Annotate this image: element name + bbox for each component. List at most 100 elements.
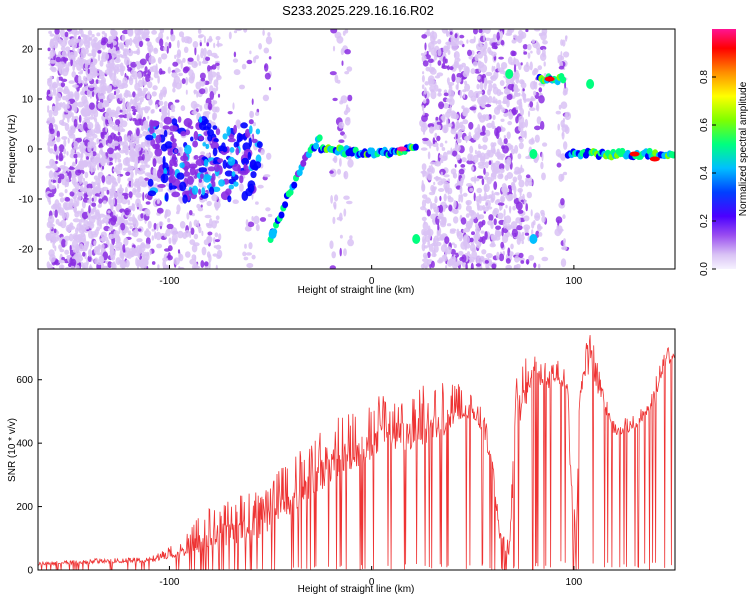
spectrogram-speckle xyxy=(456,72,463,79)
spectrogram-speckle xyxy=(58,259,65,264)
spectrogram-speckle xyxy=(217,93,221,98)
spectrogram-speckle xyxy=(527,110,531,118)
spectrogram-speckle xyxy=(333,204,337,210)
spectrogram-cell xyxy=(243,163,247,171)
spectrogram-speckle xyxy=(342,30,346,36)
spectrogram-speckle xyxy=(506,93,513,101)
spectrogram-speckle xyxy=(184,38,190,44)
spectrogram-speckle xyxy=(147,81,153,89)
spectrogram-speckle xyxy=(446,150,451,155)
spectrogram-speckle xyxy=(509,251,514,257)
spectrogram-cell xyxy=(154,148,163,157)
spectrogram-speckle xyxy=(477,96,484,105)
spectrogram-speckle xyxy=(339,158,342,167)
spectrogram-speckle xyxy=(421,242,426,252)
spectrogram-speckle xyxy=(73,118,78,128)
spectrogram-speckle xyxy=(515,116,519,124)
spectrogram-track-cell xyxy=(412,143,419,151)
spectrogram-speckle xyxy=(101,175,106,184)
spectrogram-speckle xyxy=(80,91,85,96)
spectrogram-speckle xyxy=(428,231,431,240)
spectrogram-speckle xyxy=(147,115,150,120)
spectrogram-speckle xyxy=(492,209,498,217)
spectrogram-speckle xyxy=(65,104,70,109)
spectrogram-speckle xyxy=(497,212,504,220)
snr-xtick-label: 0 xyxy=(369,577,375,588)
spectrogram-speckle xyxy=(492,86,499,95)
spectrogram-speckle xyxy=(147,147,151,152)
spectrogram-speckle xyxy=(153,47,158,52)
spectrogram-speckle xyxy=(113,191,118,199)
spectrogram-speckle xyxy=(110,216,117,226)
spectrogram-speckle xyxy=(215,264,218,269)
spectrogram-speckle xyxy=(422,71,425,75)
spectrogram-speckle xyxy=(112,168,118,172)
spectrogram-speckle xyxy=(200,50,204,59)
spectrogram-speckle xyxy=(235,29,242,32)
spectrogram-speckle xyxy=(97,50,102,54)
spectrogram-speckle xyxy=(164,89,167,95)
spectrogram-speckle xyxy=(433,244,439,253)
spectrogram-speckle xyxy=(136,127,140,137)
spectrogram-speckle xyxy=(91,197,94,202)
spectrogram-speckle xyxy=(474,54,479,62)
spectrogram-speckle xyxy=(492,125,496,129)
snr-xlabel: Height of straight line (km) xyxy=(298,584,415,595)
spectrogram-speckle xyxy=(212,253,218,257)
spectrogram-speckle xyxy=(430,90,437,100)
spectrogram-speckle xyxy=(58,173,65,180)
spectrogram-speckle xyxy=(54,199,60,208)
spectrogram-speckle xyxy=(190,227,195,235)
spectrogram-speckle xyxy=(541,215,546,223)
spectrogram-speckle xyxy=(489,243,496,248)
spectrogram-speckle xyxy=(490,193,496,202)
spectrogram-track-cell xyxy=(313,142,320,150)
spectrogram-speckle xyxy=(499,168,505,174)
spectrogram-speckle xyxy=(160,89,163,97)
spectrogram-speckle xyxy=(75,210,82,214)
spectrogram-speckle xyxy=(340,131,345,136)
spectrogram-speckle xyxy=(265,207,271,212)
spectrogram-speckle xyxy=(420,147,428,151)
spectrogram-speckle xyxy=(117,187,124,192)
spectrogram-speckle xyxy=(491,263,497,269)
spectrogram-speckle xyxy=(128,216,134,222)
spectrogram-speckle xyxy=(110,255,116,261)
spectrogram-speckle xyxy=(84,118,91,124)
spectrogram-speckle xyxy=(159,122,163,129)
spectrogram-speckle xyxy=(167,218,171,223)
spectrogram-speckle xyxy=(113,90,117,96)
spectrogram-speckle xyxy=(466,159,474,165)
spectrogram-speckle xyxy=(512,205,516,211)
spectrogram-speckle xyxy=(510,50,516,57)
spectrogram-speckle xyxy=(82,166,84,170)
spectrogram-speckle xyxy=(120,218,125,222)
spectrogram-speckle xyxy=(93,86,101,93)
spectrogram-speckle xyxy=(519,137,524,143)
spectrogram-speckle xyxy=(106,65,111,71)
spectrogram-speckle xyxy=(47,144,50,152)
spectrogram-speckle xyxy=(518,252,524,259)
spectrogram-speckle xyxy=(78,61,83,66)
spectrogram-speckle xyxy=(542,40,548,45)
spectrogram-speckle xyxy=(178,72,184,77)
spectrogram-speckle xyxy=(332,157,337,162)
spectrogram-speckle xyxy=(72,218,80,223)
spectrogram-speckle xyxy=(113,75,117,81)
spectrogram-speckle xyxy=(447,178,450,182)
spectrogram-speckle xyxy=(93,240,97,247)
spectrogram-speckle xyxy=(442,204,446,212)
spectrogram-speckle xyxy=(449,31,453,35)
spectrogram-speckle xyxy=(336,35,344,44)
spectrogram-cell xyxy=(191,185,199,195)
spectrogram-speckle xyxy=(65,177,70,185)
spectrogram-speckle xyxy=(72,162,77,167)
spectrogram-speckle xyxy=(233,69,241,76)
spectrogram-speckle xyxy=(155,104,159,110)
spectrogram-speckle xyxy=(525,29,529,33)
spectrogram-speckle xyxy=(59,165,66,170)
spectrogram-speckle xyxy=(118,114,125,118)
spectrogram-speckle xyxy=(88,266,93,269)
spectrogram-speckle xyxy=(64,197,71,202)
spectrogram-speckle xyxy=(255,201,259,205)
